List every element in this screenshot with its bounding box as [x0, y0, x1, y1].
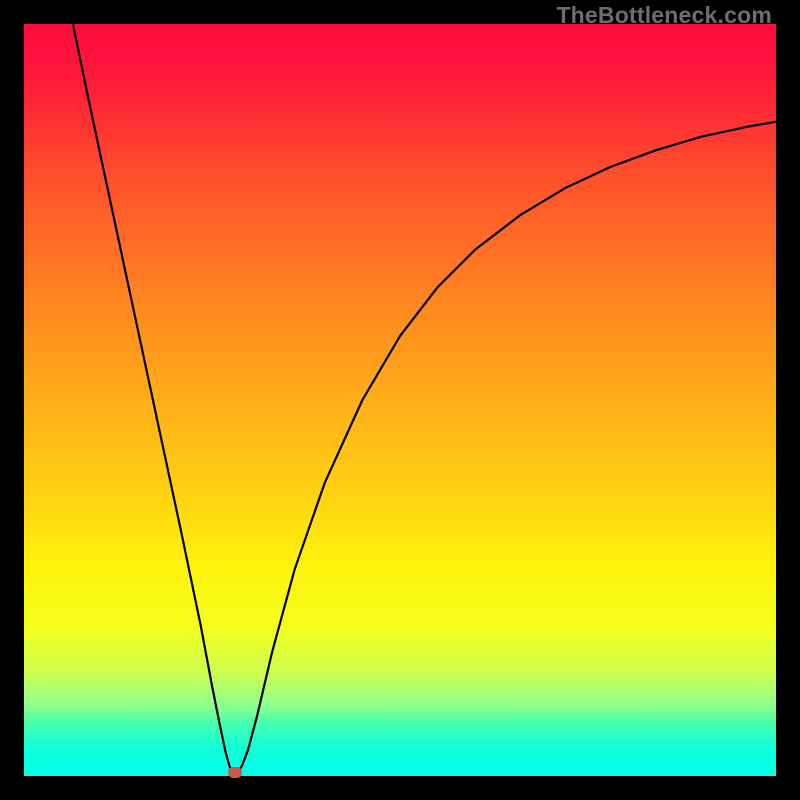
bottleneck-curve — [73, 24, 776, 774]
plot-area — [24, 24, 776, 776]
curve-layer — [24, 24, 776, 776]
chart-frame: TheBottleneck.com — [0, 0, 800, 800]
minimum-marker — [228, 767, 242, 778]
watermark-text: TheBottleneck.com — [556, 2, 772, 29]
